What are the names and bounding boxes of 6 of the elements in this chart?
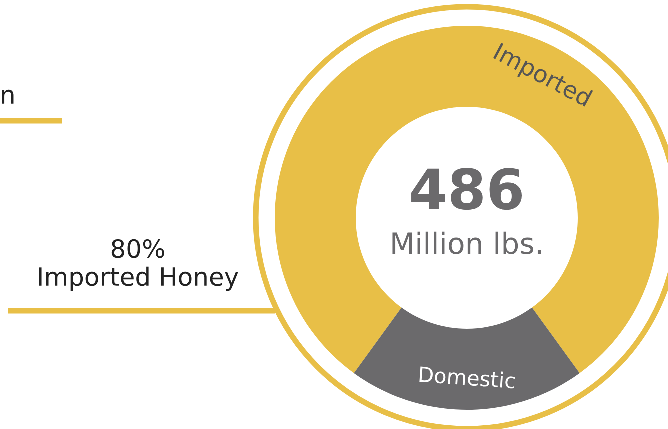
- donut-slice: [354, 308, 580, 410]
- text: 80% Imported Honey: [39, 239, 238, 292]
- text: 486: [412, 168, 522, 210]
- slice-label: Domestic: [420, 366, 516, 389]
- text: Million lbs.: [392, 232, 541, 254]
- text: n: [2, 90, 14, 104]
